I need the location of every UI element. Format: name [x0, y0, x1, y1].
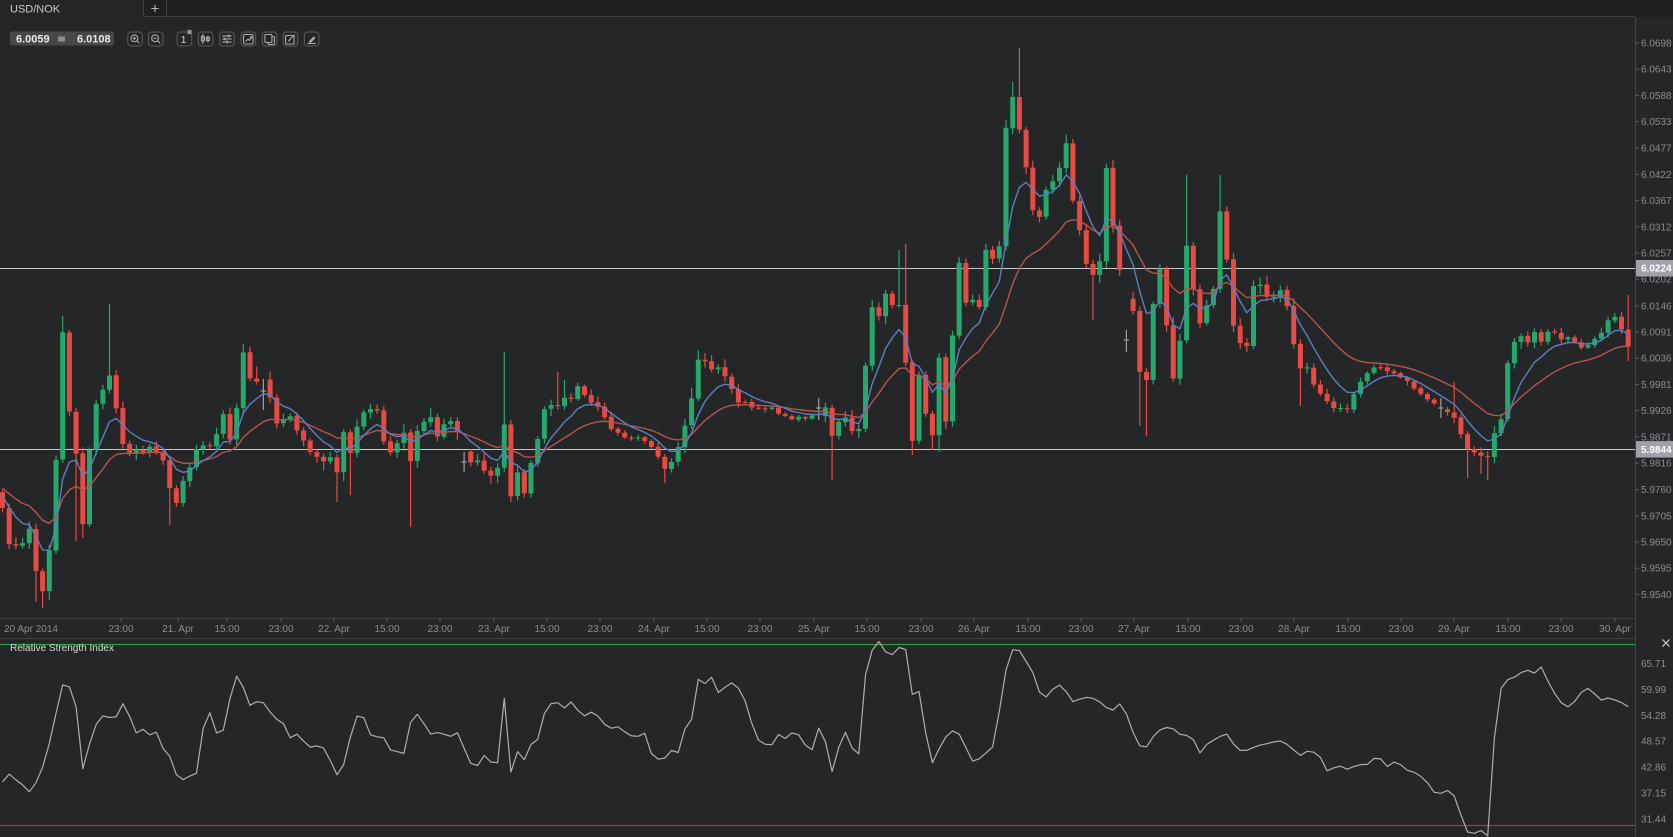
svg-text:29. Apr: 29. Apr [1438, 624, 1470, 635]
svg-text:23:00: 23:00 [268, 624, 293, 635]
svg-text:15:00: 15:00 [534, 624, 559, 635]
svg-text:20 Apr 2014: 20 Apr 2014 [4, 624, 58, 635]
svg-text:6.0367: 6.0367 [1641, 196, 1672, 207]
svg-text:6.0257: 6.0257 [1641, 249, 1672, 260]
svg-text:23:00: 23:00 [747, 624, 772, 635]
svg-text:6.0091: 6.0091 [1641, 328, 1672, 339]
svg-text:6.0643: 6.0643 [1641, 65, 1672, 76]
svg-text:6.0202: 6.0202 [1641, 275, 1672, 286]
svg-text:15:00: 15:00 [374, 624, 399, 635]
svg-text:23:00: 23:00 [587, 624, 612, 635]
svg-text:1: 1 [181, 34, 187, 46]
svg-text:15:00: 15:00 [1175, 624, 1200, 635]
svg-text:26. Apr: 26. Apr [958, 624, 990, 635]
svg-text:6.0422: 6.0422 [1641, 170, 1672, 181]
svg-text:15:00: 15:00 [1015, 624, 1040, 635]
svg-text:5.9926: 5.9926 [1641, 406, 1672, 417]
svg-text:27. Apr: 27. Apr [1118, 624, 1150, 635]
svg-text:37.15: 37.15 [1641, 789, 1666, 800]
svg-text:23. Apr: 23. Apr [478, 624, 510, 635]
svg-text:6.0698: 6.0698 [1641, 39, 1672, 50]
svg-text:23:00: 23:00 [1228, 624, 1253, 635]
svg-text:23:00: 23:00 [108, 624, 133, 635]
svg-text:59.99: 59.99 [1641, 685, 1666, 696]
svg-text:15:00: 15:00 [694, 624, 719, 635]
svg-text:6.0312: 6.0312 [1641, 222, 1672, 233]
svg-text:22. Apr: 22. Apr [318, 624, 350, 635]
svg-text:Relative Strength Index: Relative Strength Index [10, 643, 114, 654]
svg-text:54.28: 54.28 [1641, 711, 1666, 722]
svg-text:25. Apr: 25. Apr [798, 624, 830, 635]
svg-text:5.9705: 5.9705 [1641, 511, 1672, 522]
svg-text:6.0108: 6.0108 [77, 34, 111, 46]
svg-text:23:00: 23:00 [1388, 624, 1413, 635]
svg-text:21. Apr: 21. Apr [162, 624, 194, 635]
svg-text:6.0059: 6.0059 [16, 34, 50, 46]
svg-text:5.9871: 5.9871 [1641, 432, 1672, 443]
svg-text:6.0146: 6.0146 [1641, 301, 1672, 312]
svg-text:+: + [151, 1, 160, 18]
svg-text:6.0036: 6.0036 [1641, 354, 1672, 365]
svg-text:6.0477: 6.0477 [1641, 144, 1672, 155]
svg-text:24. Apr: 24. Apr [638, 624, 670, 635]
svg-text:5.9760: 5.9760 [1641, 485, 1672, 496]
svg-text:65.71: 65.71 [1641, 659, 1666, 670]
svg-text:6.0224: 6.0224 [1641, 264, 1672, 275]
svg-text:5.9540: 5.9540 [1641, 590, 1672, 601]
svg-text:48.57: 48.57 [1641, 737, 1666, 748]
svg-text:28. Apr: 28. Apr [1278, 624, 1310, 635]
svg-text:15:00: 15:00 [1335, 624, 1360, 635]
svg-text:15:00: 15:00 [214, 624, 239, 635]
svg-text:31.44: 31.44 [1641, 814, 1666, 825]
svg-text:23:00: 23:00 [427, 624, 452, 635]
svg-text:5.9844: 5.9844 [1641, 445, 1672, 456]
svg-text:42.86: 42.86 [1641, 763, 1666, 774]
svg-text:USD/NOK: USD/NOK [10, 4, 61, 16]
svg-text:5.9981: 5.9981 [1641, 380, 1672, 391]
svg-text:6.0588: 6.0588 [1641, 91, 1672, 102]
svg-text:5.9650: 5.9650 [1641, 538, 1672, 549]
svg-text:5.9816: 5.9816 [1641, 459, 1672, 470]
svg-text:23:00: 23:00 [1548, 624, 1573, 635]
svg-text:15:00: 15:00 [1495, 624, 1520, 635]
svg-text:6.0533: 6.0533 [1641, 117, 1672, 128]
svg-text:23:00: 23:00 [908, 624, 933, 635]
svg-text:30. Apr: 30. Apr [1599, 624, 1631, 635]
svg-text:15:00: 15:00 [854, 624, 879, 635]
svg-text:23:00: 23:00 [1068, 624, 1093, 635]
svg-text:5.9595: 5.9595 [1641, 564, 1672, 575]
